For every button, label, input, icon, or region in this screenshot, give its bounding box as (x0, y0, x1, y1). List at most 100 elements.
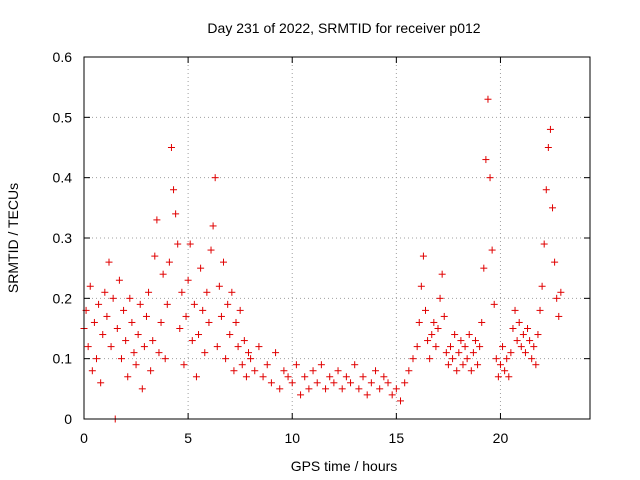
data-point (297, 391, 305, 399)
x-tick-labels: 0 5 10 15 20 (80, 430, 508, 446)
data-point (440, 312, 448, 320)
data-point (417, 282, 425, 290)
data-point (424, 337, 432, 345)
data-point (86, 282, 94, 290)
data-point (546, 125, 554, 133)
data-point (120, 306, 128, 314)
data-point (205, 318, 213, 326)
data-point (292, 361, 300, 369)
data-points (80, 95, 565, 423)
data-point (130, 349, 138, 357)
data-point (84, 343, 92, 351)
data-point (184, 276, 192, 284)
data-point (519, 331, 527, 339)
data-point (103, 312, 111, 320)
data-point (347, 379, 355, 387)
data-point (122, 337, 130, 345)
y-tick-label: 0.2 (53, 290, 73, 306)
data-point (388, 391, 396, 399)
data-point (90, 318, 98, 326)
data-point (421, 306, 429, 314)
data-point (430, 318, 438, 326)
x-tick-label: 15 (389, 430, 405, 446)
data-point (263, 361, 271, 369)
data-point (461, 343, 469, 351)
data-point (444, 361, 452, 369)
data-point (530, 343, 538, 351)
data-point (455, 349, 463, 357)
data-point (170, 186, 178, 194)
data-point (536, 306, 544, 314)
data-point (240, 337, 248, 345)
data-point (419, 252, 427, 260)
data-point (230, 367, 238, 375)
data-point (305, 385, 313, 393)
data-point (145, 288, 153, 296)
data-point (551, 258, 559, 266)
data-point (384, 379, 392, 387)
x-axis-label: GPS time / hours (291, 458, 398, 474)
data-point (363, 391, 371, 399)
data-point (95, 300, 103, 308)
data-point (165, 258, 173, 266)
data-point (259, 373, 267, 381)
data-point (334, 367, 342, 375)
data-point (538, 282, 546, 290)
data-point (330, 379, 338, 387)
data-point (409, 355, 417, 363)
data-point (280, 367, 288, 375)
data-point (457, 337, 465, 345)
data-point (509, 325, 517, 332)
data-point (480, 264, 488, 272)
data-point (190, 300, 198, 308)
data-point (222, 355, 230, 363)
data-point (507, 349, 515, 357)
data-point (397, 397, 405, 405)
data-point (161, 355, 169, 363)
data-point (109, 294, 117, 302)
y-tick-label: 0.4 (53, 170, 73, 186)
data-point (526, 337, 534, 345)
data-point (276, 385, 284, 393)
data-point (415, 318, 423, 326)
data-point (199, 306, 207, 314)
data-point (92, 355, 100, 363)
data-point (486, 174, 494, 182)
data-point (132, 361, 140, 369)
data-point (513, 337, 521, 345)
data-point (436, 294, 444, 302)
data-point (97, 379, 105, 387)
data-point (553, 294, 561, 302)
data-point (326, 373, 334, 381)
data-point (355, 385, 363, 393)
y-tick-label: 0.6 (53, 49, 73, 65)
data-point (392, 385, 400, 393)
data-point (338, 385, 346, 393)
data-point (542, 186, 550, 194)
data-point (372, 367, 380, 375)
axis-ticks (83, 56, 590, 420)
data-point (228, 288, 236, 296)
data-point (211, 174, 219, 182)
data-point (232, 318, 240, 326)
data-point (376, 385, 384, 393)
data-point (442, 349, 450, 357)
data-point (359, 373, 367, 381)
data-point (515, 318, 523, 326)
data-point (151, 252, 159, 260)
data-point (434, 325, 442, 332)
data-point (178, 288, 186, 296)
data-point (140, 343, 148, 351)
data-point (136, 300, 144, 308)
data-point (180, 361, 188, 369)
data-point (534, 331, 542, 339)
data-point (242, 373, 250, 381)
data-point (167, 144, 175, 151)
data-point (465, 331, 473, 339)
data-point (540, 240, 548, 248)
data-point (438, 270, 446, 278)
data-point (449, 355, 457, 363)
data-point (517, 343, 525, 351)
data-point (496, 361, 504, 369)
